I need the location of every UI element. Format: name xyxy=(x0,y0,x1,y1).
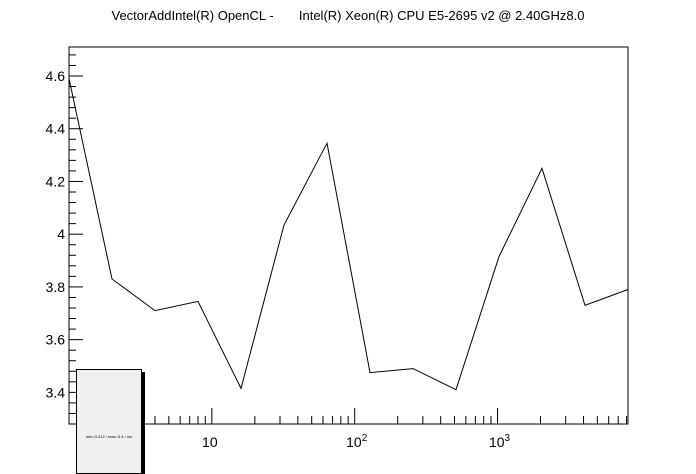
y-tick-label: 3.4 xyxy=(46,384,66,400)
y-tick-label: 4.6 xyxy=(46,68,66,84)
chart-title: VectorAddIntel(R) OpenCL - Intel(R) Xeon… xyxy=(111,8,585,23)
plot-frame xyxy=(68,46,629,425)
x-tick-label: 10 xyxy=(202,434,218,450)
y-tick-label: 3.8 xyxy=(46,279,66,295)
y-tick-label: 3.6 xyxy=(46,332,66,348)
y-tick-label: 4 xyxy=(57,226,65,242)
stats-box[interactable]: min=3.412 / max=3.4 / ms xyxy=(76,369,142,474)
y-tick-label: 4.2 xyxy=(46,173,66,189)
series-line xyxy=(68,78,629,391)
y-tick-label: 4.4 xyxy=(46,121,66,137)
x-tick-label: 102 xyxy=(346,433,368,450)
stats-text: min=3.412 / max=3.4 / ms xyxy=(85,434,133,439)
x-tick-label: 103 xyxy=(489,433,511,450)
